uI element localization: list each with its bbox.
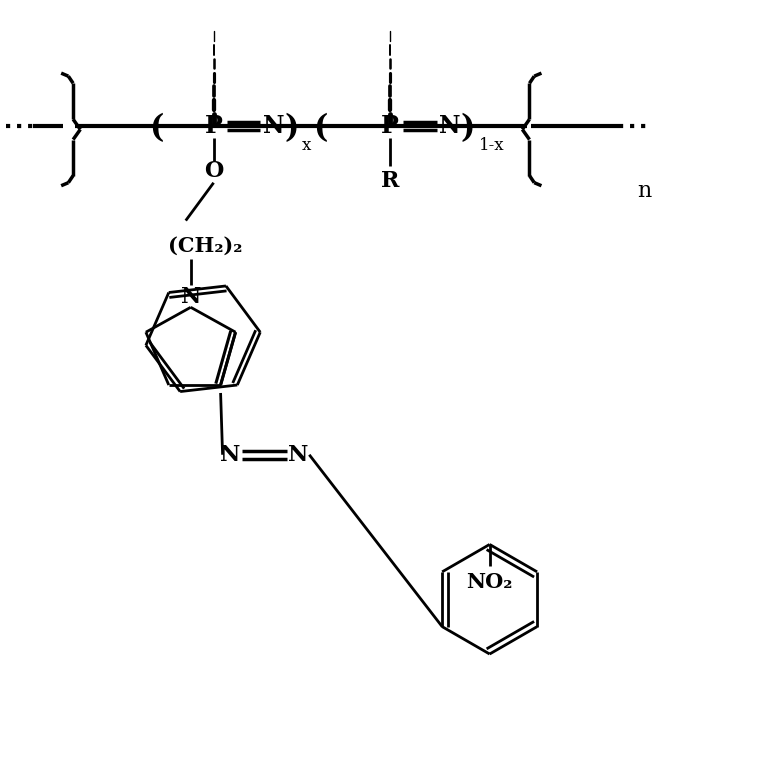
Text: N: N	[263, 114, 284, 138]
Text: O: O	[204, 160, 224, 182]
Text: (CH₂)₂: (CH₂)₂	[168, 236, 243, 256]
Text: P: P	[204, 114, 223, 138]
Text: ): )	[284, 114, 298, 145]
Text: ): )	[460, 114, 475, 145]
Text: (: (	[149, 114, 163, 145]
Text: 1-x: 1-x	[479, 138, 504, 155]
Text: N: N	[221, 444, 241, 466]
Text: N: N	[180, 286, 201, 308]
Text: (: (	[313, 114, 328, 145]
Text: n: n	[637, 179, 651, 202]
Text: N: N	[288, 444, 308, 466]
Text: N: N	[439, 114, 460, 138]
Text: R: R	[381, 170, 399, 192]
Text: P: P	[381, 114, 399, 138]
Text: NO₂: NO₂	[466, 572, 513, 592]
Text: x: x	[301, 138, 311, 155]
